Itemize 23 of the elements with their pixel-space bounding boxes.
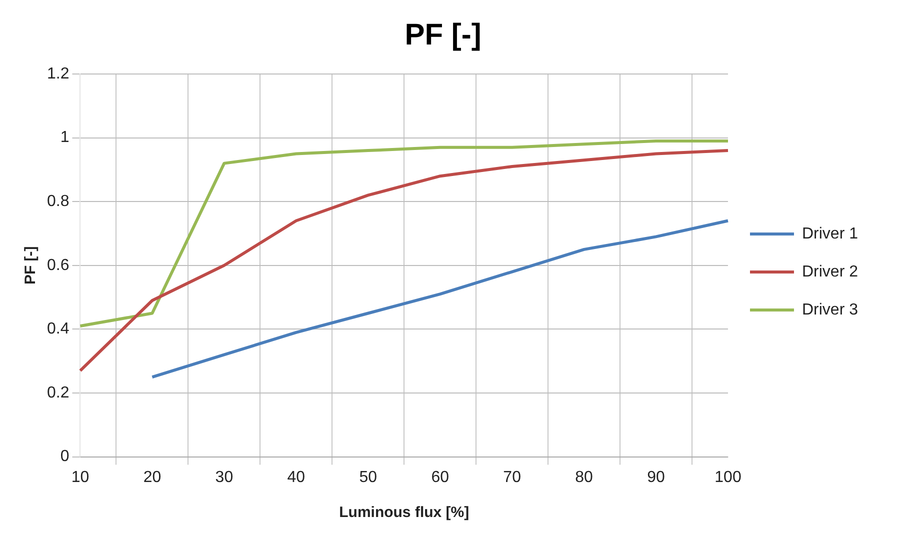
y-tick-label: 1 — [60, 129, 70, 146]
x-tick-label: 60 — [431, 468, 450, 486]
x-tick-label: 30 — [215, 468, 234, 486]
x-tick-label: 70 — [503, 468, 522, 486]
y-tick-label: 0.6 — [46, 256, 70, 274]
x-axis-title: Luminous flux [%] — [339, 504, 470, 522]
x-tick-label: 10 — [71, 468, 90, 486]
chart-title: PF [-] — [404, 18, 482, 52]
x-tick-label: 90 — [647, 468, 666, 486]
y-tick-label: 0.8 — [46, 193, 70, 210]
x-tick-label: 20 — [143, 468, 162, 486]
legend-label: Driver 3 — [802, 301, 858, 318]
legend-label: Driver 2 — [802, 263, 858, 280]
x-tick-label: 50 — [359, 468, 378, 486]
y-tick-label: 0.2 — [46, 384, 70, 402]
y-tick-label: 0 — [60, 448, 70, 466]
x-tick-label: 40 — [287, 468, 306, 486]
x-tick-label: 80 — [575, 468, 594, 486]
y-axis-title: PF [-] — [22, 246, 40, 285]
y-tick-label: 1.2 — [46, 65, 70, 82]
legend-label: Driver 1 — [802, 225, 858, 242]
y-tick-label: 0.4 — [46, 320, 70, 338]
x-tick-label: 100 — [714, 468, 742, 486]
